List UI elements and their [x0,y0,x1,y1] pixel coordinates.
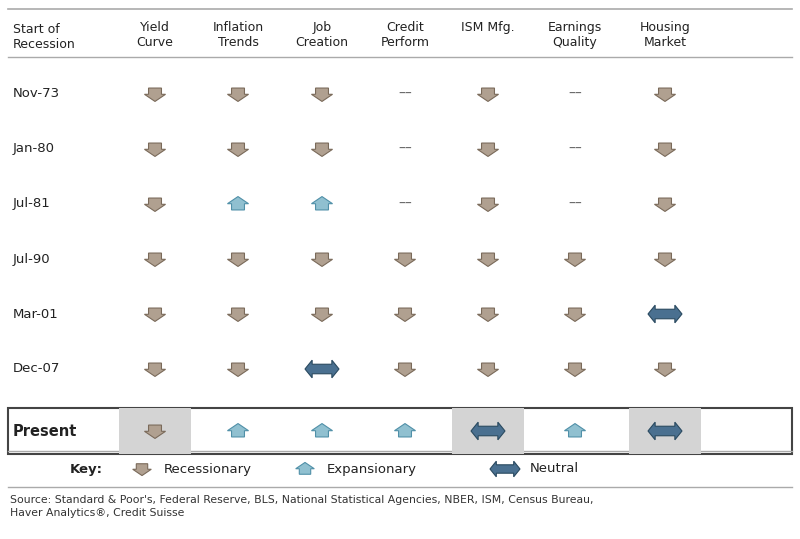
Polygon shape [133,464,151,475]
Text: Present: Present [13,424,78,439]
Polygon shape [654,198,675,211]
Polygon shape [654,363,675,376]
Text: ––: –– [568,197,582,211]
FancyBboxPatch shape [8,408,792,454]
Polygon shape [311,143,333,156]
Text: Mar-01: Mar-01 [13,308,58,321]
Polygon shape [227,143,249,156]
Polygon shape [565,363,586,376]
Polygon shape [654,253,675,266]
Text: Earnings
Quality: Earnings Quality [548,21,602,49]
Polygon shape [227,88,249,101]
Polygon shape [648,422,682,440]
Polygon shape [145,88,166,101]
Text: Expansionary: Expansionary [327,462,417,475]
Polygon shape [311,308,333,321]
Text: Inflation
Trends: Inflation Trends [213,21,263,49]
Polygon shape [227,308,249,321]
Polygon shape [311,253,333,266]
Polygon shape [145,253,166,266]
Polygon shape [311,424,333,437]
Polygon shape [145,143,166,156]
Polygon shape [311,197,333,210]
Text: ––: –– [568,142,582,156]
Text: Job
Creation: Job Creation [295,21,349,49]
Polygon shape [394,424,415,437]
Polygon shape [471,422,505,440]
Polygon shape [227,197,249,210]
Polygon shape [311,88,333,101]
Polygon shape [478,88,498,101]
Text: Credit
Perform: Credit Perform [381,21,430,49]
Polygon shape [478,198,498,211]
Polygon shape [227,424,249,437]
Polygon shape [654,143,675,156]
Polygon shape [654,88,675,101]
Text: ––: –– [398,87,412,101]
Text: ––: –– [398,142,412,156]
Polygon shape [296,462,314,474]
Polygon shape [478,143,498,156]
Polygon shape [145,425,166,438]
Text: ISM Mfg.: ISM Mfg. [461,21,515,34]
Polygon shape [565,253,586,266]
Polygon shape [305,360,339,378]
FancyBboxPatch shape [629,408,701,454]
Polygon shape [394,363,415,376]
Text: Start of
Recession: Start of Recession [13,23,76,51]
Polygon shape [145,363,166,376]
Text: Jan-80: Jan-80 [13,142,55,155]
Text: ––: –– [568,87,582,101]
Polygon shape [478,308,498,321]
Text: Housing
Market: Housing Market [640,21,690,49]
Polygon shape [478,253,498,266]
Text: Neutral: Neutral [530,462,579,475]
Polygon shape [145,308,166,321]
Polygon shape [227,363,249,376]
Polygon shape [565,424,586,437]
Polygon shape [490,461,520,477]
Polygon shape [227,253,249,266]
FancyBboxPatch shape [119,408,191,454]
Polygon shape [394,253,415,266]
Polygon shape [394,308,415,321]
Text: Key:: Key: [70,462,103,475]
Text: Jul-90: Jul-90 [13,252,50,266]
Polygon shape [145,198,166,211]
Text: ––: –– [398,197,412,211]
Text: Yield
Curve: Yield Curve [137,21,174,49]
Polygon shape [648,305,682,323]
Text: Recessionary: Recessionary [164,462,252,475]
Text: Source: Standard & Poor's, Federal Reserve, BLS, National Statistical Agencies, : Source: Standard & Poor's, Federal Reser… [10,495,594,518]
Text: Dec-07: Dec-07 [13,363,60,376]
FancyBboxPatch shape [452,408,524,454]
Text: Jul-81: Jul-81 [13,197,50,211]
Polygon shape [565,308,586,321]
Polygon shape [478,363,498,376]
Text: Nov-73: Nov-73 [13,87,60,100]
